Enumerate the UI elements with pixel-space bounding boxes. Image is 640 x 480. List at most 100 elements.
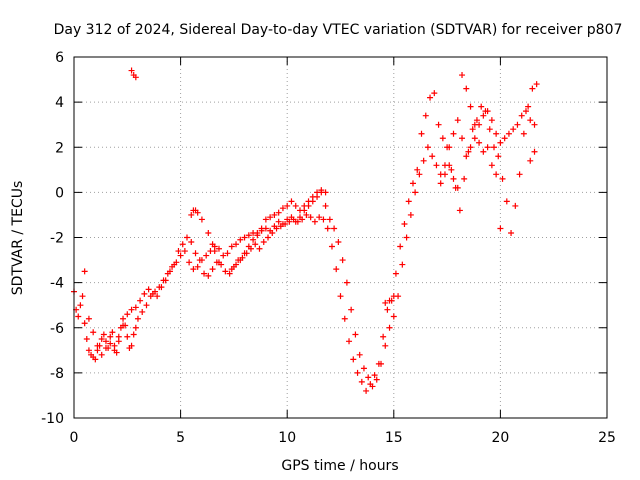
data-point xyxy=(286,218,293,225)
x-tick-label: 15 xyxy=(385,430,403,446)
data-point xyxy=(382,299,389,306)
data-point xyxy=(201,270,208,277)
data-point xyxy=(439,135,446,142)
data-point xyxy=(305,198,312,205)
data-point xyxy=(531,121,538,128)
data-point xyxy=(316,214,323,221)
data-point xyxy=(401,220,408,227)
data-point xyxy=(484,144,491,151)
data-point xyxy=(292,202,299,209)
data-point xyxy=(228,266,235,273)
data-point xyxy=(459,72,466,79)
data-point xyxy=(145,286,152,293)
data-point xyxy=(190,266,197,273)
data-point xyxy=(367,381,374,388)
data-point xyxy=(363,387,370,394)
data-point xyxy=(233,241,240,248)
data-point xyxy=(128,342,135,349)
data-point xyxy=(429,153,436,160)
x-axis-label: GPS time / hours xyxy=(281,458,398,474)
grid-lines xyxy=(74,57,607,418)
data-point xyxy=(476,139,483,146)
data-point xyxy=(107,333,114,340)
data-point xyxy=(318,187,325,194)
data-point xyxy=(433,162,440,169)
data-point xyxy=(497,225,504,232)
data-point xyxy=(282,220,289,227)
data-point xyxy=(186,259,193,266)
data-point xyxy=(480,148,487,155)
data-point xyxy=(94,342,101,349)
data-point xyxy=(100,331,107,338)
data-point xyxy=(527,117,534,124)
data-point xyxy=(352,331,359,338)
data-point xyxy=(92,356,99,363)
data-point xyxy=(85,347,92,354)
y-tick-label: -8 xyxy=(50,366,64,382)
data-point xyxy=(493,130,500,137)
data-point xyxy=(467,103,474,110)
data-point xyxy=(314,189,321,196)
data-point xyxy=(450,175,457,182)
data-point xyxy=(188,211,195,218)
data-point xyxy=(405,198,412,205)
data-point xyxy=(431,90,438,97)
y-tick-label: -2 xyxy=(50,231,64,247)
data-point xyxy=(337,293,344,300)
data-point xyxy=(463,153,470,160)
data-point xyxy=(341,315,348,322)
data-point xyxy=(407,211,414,218)
y-tick-label: -6 xyxy=(50,321,64,337)
data-point xyxy=(250,236,257,243)
y-tick-label: -4 xyxy=(50,276,64,292)
data-point xyxy=(267,214,274,221)
data-point xyxy=(188,239,195,246)
data-point xyxy=(456,207,463,214)
data-point xyxy=(254,229,261,236)
data-point xyxy=(183,234,190,241)
data-point xyxy=(171,261,178,268)
data-point xyxy=(209,266,216,273)
data-point xyxy=(83,336,90,343)
series-3 xyxy=(128,67,538,306)
data-point xyxy=(382,342,389,349)
data-point xyxy=(499,175,506,182)
data-point xyxy=(128,67,135,74)
data-point xyxy=(424,144,431,151)
data-point xyxy=(533,81,540,88)
data-point xyxy=(177,252,184,259)
data-point xyxy=(107,340,114,347)
data-point xyxy=(333,266,340,273)
data-point xyxy=(324,225,331,232)
data-point xyxy=(294,218,301,225)
data-point xyxy=(529,85,536,92)
series-2 xyxy=(81,81,540,394)
data-point xyxy=(290,216,297,223)
data-point xyxy=(403,234,410,241)
data-point xyxy=(497,139,504,146)
data-point xyxy=(495,153,502,160)
data-point xyxy=(518,112,525,119)
data-point xyxy=(81,268,88,275)
data-point xyxy=(132,324,139,331)
data-point xyxy=(192,250,199,257)
data-point xyxy=(130,331,137,338)
data-point xyxy=(390,313,397,320)
data-point xyxy=(505,130,512,137)
data-point xyxy=(98,336,105,343)
data-point xyxy=(211,248,218,255)
data-point xyxy=(488,117,495,124)
data-point xyxy=(149,290,156,297)
data-point xyxy=(154,293,161,300)
data-point xyxy=(205,272,212,279)
data-point xyxy=(120,315,127,322)
data-point xyxy=(102,338,109,345)
data-point xyxy=(256,245,263,252)
data-point xyxy=(215,245,222,252)
data-point xyxy=(320,216,327,223)
y-axis-label: SDTVAR / TECUs xyxy=(10,181,26,296)
data-point xyxy=(301,202,308,209)
data-point xyxy=(228,243,235,250)
data-point xyxy=(420,157,427,164)
